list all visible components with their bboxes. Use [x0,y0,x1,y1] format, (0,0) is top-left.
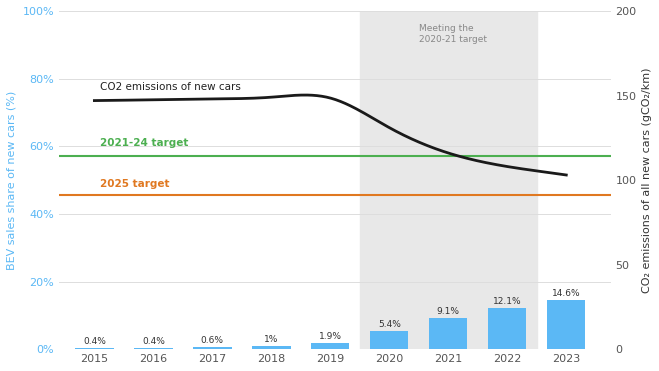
Bar [360,11,537,349]
Y-axis label: CO₂ emissions of all new cars (gCO₂/km): CO₂ emissions of all new cars (gCO₂/km) [642,67,652,293]
Text: 0.6%: 0.6% [201,336,224,345]
Bar [370,331,409,349]
Text: 2025 target: 2025 target [100,178,170,188]
Text: 1.9%: 1.9% [319,332,342,341]
Text: 0.4%: 0.4% [83,337,106,346]
Bar [193,347,231,349]
Bar [252,346,291,349]
Text: 5.4%: 5.4% [378,320,401,329]
Text: 9.1%: 9.1% [437,308,460,316]
Bar [134,348,173,349]
Text: 2021-24 target: 2021-24 target [100,138,188,148]
Bar [311,343,349,349]
Text: 12.1%: 12.1% [493,297,522,306]
Y-axis label: BEV sales share of new cars (%): BEV sales share of new cars (%) [7,91,17,270]
Bar [547,300,585,349]
Text: CO2 emissions of new cars: CO2 emissions of new cars [100,82,241,92]
Text: 1%: 1% [264,335,279,344]
Bar [429,318,467,349]
Bar [488,308,527,349]
Text: 0.4%: 0.4% [142,337,165,346]
Text: 14.6%: 14.6% [552,289,581,298]
Text: Meeting the
2020-21 target: Meeting the 2020-21 target [419,24,487,44]
Bar [75,348,113,349]
